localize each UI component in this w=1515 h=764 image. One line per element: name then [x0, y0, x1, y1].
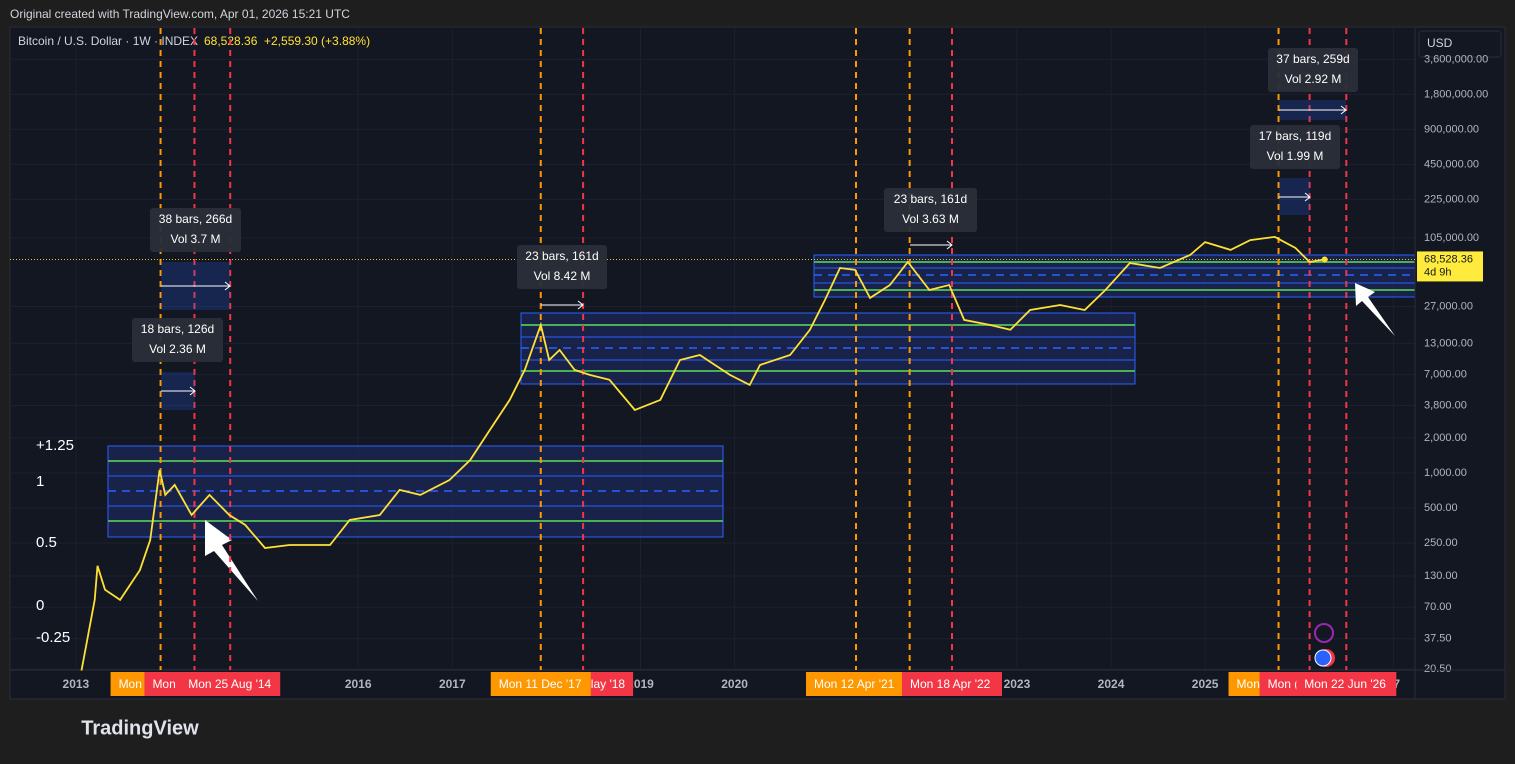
measure-label-box	[1250, 125, 1340, 169]
measure-arrowhead	[1304, 192, 1311, 202]
fib-box	[107, 445, 724, 538]
measure-label-box	[132, 318, 223, 362]
y-tick-label: 250.00	[1424, 537, 1458, 549]
measure-volume: Vol 3.7 M	[170, 232, 220, 246]
y-tick-label: 20.50	[1424, 663, 1452, 675]
price-line	[80, 235, 1325, 671]
fib-level-label: 0.5	[36, 534, 57, 551]
date-label-box	[180, 672, 281, 696]
fib-level-label: 0	[36, 597, 44, 614]
x-tick-label: 2017	[439, 677, 466, 691]
last-point	[1321, 256, 1328, 263]
measure-bars: 23 bars, 161d	[894, 192, 967, 206]
measure-arrowhead	[224, 281, 231, 291]
measure-bars: 23 bars, 161d	[525, 249, 598, 263]
y-tick-label: 900,000.00	[1424, 123, 1479, 135]
symbol: Bitcoin / U.S. Dollar · 1W · INDEX	[18, 34, 198, 48]
fib-box	[520, 312, 1136, 385]
date-label: Mon	[119, 677, 142, 691]
date-label: Mon 25 Aug '14	[188, 677, 271, 691]
measure-label-box	[1268, 48, 1358, 92]
measure-arrowhead	[946, 240, 953, 250]
measure-bars: 37 bars, 259d	[1276, 52, 1349, 66]
drawings	[107, 254, 1416, 538]
y-tick-label: 3,800.00	[1424, 399, 1467, 411]
currency-button[interactable]	[1418, 30, 1502, 58]
date-label-box	[806, 672, 907, 696]
y-tick-label: 13,000.00	[1424, 337, 1473, 349]
measure-label-box	[884, 188, 977, 232]
y-tick-label: 130.00	[1424, 570, 1458, 582]
x-tick-label: 2023	[1004, 677, 1031, 691]
price-tag: 68,528.36	[1424, 253, 1473, 265]
watermark: Original created with TradingView.com, A…	[10, 7, 350, 21]
big-arrow	[205, 283, 1395, 601]
measure-bars: 18 bars, 126d	[141, 322, 214, 336]
y-tick-label: 1,800,000.00	[1424, 88, 1488, 100]
fib-level-label: -0.25	[36, 629, 70, 646]
x-tick-label: 2025	[1192, 677, 1219, 691]
measure-label-box	[150, 208, 241, 252]
y-tick-label: 3,600,000.00	[1424, 53, 1488, 65]
currency[interactable]: USD	[1427, 36, 1453, 50]
event-icons	[1314, 623, 1335, 667]
y-tick-label: 450,000.00	[1424, 158, 1479, 170]
y-tick-label: 70.00	[1424, 601, 1452, 613]
x-tick-label: 2024	[1098, 677, 1125, 691]
y-tick-label: 500.00	[1424, 502, 1458, 514]
date-label: Mon	[1237, 677, 1260, 691]
date-label-box	[901, 672, 1002, 696]
y-tick-label: 1,000.00	[1424, 467, 1467, 479]
date-label: Mon (	[1268, 677, 1299, 691]
x-tick-label: 2019	[627, 677, 654, 691]
date-label-box	[1296, 672, 1397, 696]
measure-arrowhead	[189, 386, 196, 396]
date-label: Mon 11 Dec '17	[499, 677, 582, 691]
x-tick-label: 2020	[721, 677, 748, 691]
y-tick-label: 225,000.00	[1424, 193, 1479, 205]
measure-volume: Vol 2.92 M	[1285, 72, 1342, 86]
measure-volume: Vol 8.42 M	[534, 269, 591, 283]
price-tag-countdown: 4d 9h	[1424, 266, 1452, 278]
y-tick-label: 27,000.00	[1424, 300, 1473, 312]
measure-bars: 38 bars, 266d	[159, 212, 232, 226]
measure-bars: 17 bars, 119d	[1259, 129, 1332, 143]
date-label: Mon 18 Apr '22	[910, 677, 991, 691]
x-tick-label: 2016	[345, 677, 372, 691]
measure-volume: Vol 3.63 M	[902, 212, 959, 226]
price-change: +2,559.30 (+3.88%)	[264, 34, 370, 48]
date-label: Mon	[152, 677, 175, 691]
logo: TradingView	[81, 717, 199, 739]
date-label: lay '18	[591, 677, 626, 691]
fib-level-label: +1.25	[36, 437, 74, 454]
y-tick-label: 2,000.00	[1424, 432, 1467, 444]
y-tick-label: 105,000.00	[1424, 232, 1479, 244]
price-tag-box	[1417, 251, 1483, 282]
y-tick-label: 37.50	[1424, 633, 1452, 645]
measure-arrowhead	[577, 300, 584, 310]
date-label-box	[490, 672, 591, 696]
date-label: Mon 12 Apr '21	[814, 677, 895, 691]
date-label: Mon 22 Jun '26	[1304, 677, 1386, 691]
measure-arrowhead	[1340, 105, 1347, 115]
y-tick-label: 7,000.00	[1424, 369, 1467, 381]
fib-level-label: 1	[36, 473, 44, 490]
measure-volume: Vol 1.99 M	[1267, 149, 1324, 163]
measure-label-box	[517, 245, 607, 289]
x-tick-label: 2013	[63, 677, 90, 691]
measure-volume: Vol 2.36 M	[149, 342, 206, 356]
